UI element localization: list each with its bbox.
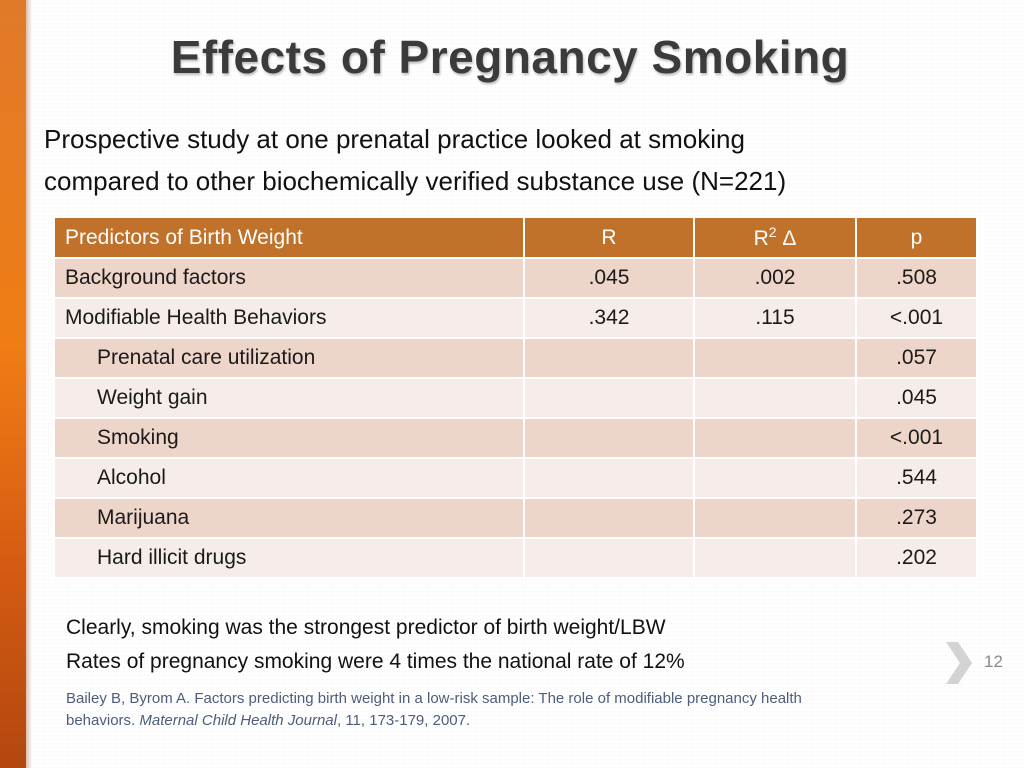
table-row: Weight gain .045 bbox=[53, 377, 978, 419]
header-p: p bbox=[855, 216, 978, 259]
chevron-right-icon bbox=[946, 642, 972, 684]
table-row: Prenatal care utilization .057 bbox=[53, 337, 978, 379]
header-predictors: Predictors of Birth Weight bbox=[53, 216, 525, 259]
row-r2 bbox=[693, 417, 857, 459]
row-label: Alcohol bbox=[53, 457, 525, 499]
intro-line: compared to other biochemically verified… bbox=[44, 166, 787, 196]
row-r bbox=[523, 537, 695, 579]
slide-title: Effects of Pregnancy Smoking bbox=[170, 31, 850, 83]
row-label: Marijuana bbox=[53, 497, 525, 539]
table-row: Marijuana .273 bbox=[53, 497, 978, 539]
row-label: Smoking bbox=[53, 417, 525, 459]
row-p: .045 bbox=[855, 377, 978, 419]
intro-text: Prospective study at one prenatal practi… bbox=[44, 118, 984, 202]
row-p: <.001 bbox=[855, 417, 978, 459]
row-p: .273 bbox=[855, 497, 978, 539]
citation-line: behaviors. Maternal Child Health Journal… bbox=[66, 710, 986, 732]
citation-prefix: behaviors. bbox=[66, 712, 140, 729]
row-r2 bbox=[693, 377, 857, 419]
citation-line: Bailey B, Byrom A. Factors predicting bi… bbox=[66, 690, 802, 707]
conclusion-text: Clearly, smoking was the strongest predi… bbox=[66, 611, 866, 679]
row-label: Modifiable Health Behaviors bbox=[53, 297, 525, 339]
header-r2-sup: 2 bbox=[768, 224, 777, 240]
birth-weight-predictors-table: Predictors of Birth Weight R R2 Δ p Back… bbox=[53, 216, 978, 579]
row-r: .045 bbox=[523, 257, 695, 299]
accent-side-bar bbox=[0, 0, 32, 768]
row-label: Prenatal care utilization bbox=[53, 337, 525, 379]
table-row: Modifiable Health Behaviors .342 .115 <.… bbox=[53, 297, 978, 339]
row-p: .508 bbox=[855, 257, 978, 299]
row-r2 bbox=[693, 457, 857, 499]
table-header-row: Predictors of Birth Weight R R2 Δ p bbox=[53, 216, 978, 259]
citation-suffix: , 11, 173-179, 2007. bbox=[336, 712, 471, 729]
header-r2-base: R bbox=[753, 227, 769, 250]
table-row: Alcohol .544 bbox=[53, 457, 978, 499]
header-delta: Δ bbox=[776, 227, 797, 250]
row-r: .342 bbox=[523, 297, 695, 339]
row-r2 bbox=[693, 497, 857, 539]
citation: Bailey B, Byrom A. Factors predicting bi… bbox=[66, 688, 986, 732]
row-r bbox=[523, 497, 695, 539]
conclusion-line: Clearly, smoking was the strongest predi… bbox=[66, 616, 666, 639]
row-label: Background factors bbox=[53, 257, 525, 299]
intro-line: Prospective study at one prenatal practi… bbox=[44, 124, 745, 154]
table-row: Smoking <.001 bbox=[53, 417, 978, 459]
header-r: R bbox=[523, 216, 695, 259]
conclusion-line: Rates of pregnancy smoking were 4 times … bbox=[66, 650, 685, 673]
row-p: .057 bbox=[855, 337, 978, 379]
row-r bbox=[523, 457, 695, 499]
row-r2: .115 bbox=[693, 297, 857, 339]
row-p: <.001 bbox=[855, 297, 978, 339]
citation-journal: Maternal Child Health Journal bbox=[139, 712, 337, 729]
row-r bbox=[523, 417, 695, 459]
row-label: Weight gain bbox=[53, 377, 525, 419]
table-row: Background factors .045 .002 .508 bbox=[53, 257, 978, 299]
row-r bbox=[523, 337, 695, 379]
row-p: .202 bbox=[855, 537, 978, 579]
row-r2: .002 bbox=[693, 257, 857, 299]
row-r bbox=[523, 377, 695, 419]
row-r2 bbox=[693, 337, 857, 379]
row-label: Hard illicit drugs bbox=[53, 537, 525, 579]
row-r2 bbox=[693, 537, 857, 579]
table-row: Hard illicit drugs .202 bbox=[53, 537, 978, 579]
row-p: .544 bbox=[855, 457, 978, 499]
slide-number: 12 bbox=[984, 652, 1003, 671]
header-r2-delta: R2 Δ bbox=[693, 216, 857, 259]
